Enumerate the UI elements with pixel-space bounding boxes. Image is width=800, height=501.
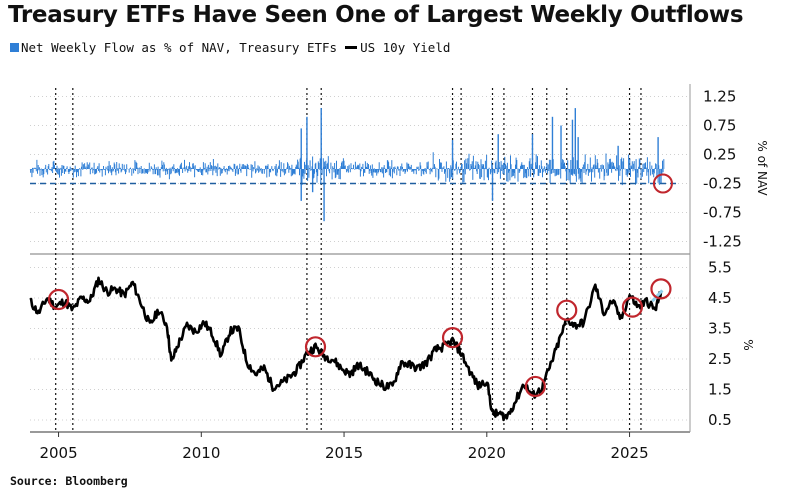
flow-y-axis-label: % of NAV [755, 140, 769, 196]
flow-y-tick-label: -1.25 [703, 233, 742, 251]
yield-y-tick-label: 2.5 [708, 350, 732, 368]
yield-y-tick-label: 3.5 [708, 320, 732, 338]
flow-bars [29, 152, 665, 186]
x-tick-label: 2010 [182, 444, 220, 462]
yield-y-tick-label: 0.5 [708, 411, 732, 429]
yield-highlight-circle [524, 375, 546, 398]
source-note: Source: Bloomberg [10, 474, 128, 488]
yield-highlight-circle [556, 299, 578, 321]
flow-y-tick-label: 0.75 [703, 117, 736, 135]
yield-recent-segment [651, 289, 664, 303]
yield-highlight-circle [621, 296, 644, 318]
x-tick-label: 2015 [325, 444, 363, 462]
yield-highlight-circle [304, 336, 327, 358]
x-tick-label: 2005 [39, 444, 77, 462]
flow-y-tick-label: 0.25 [703, 146, 736, 164]
yield-legend-swatch [345, 46, 358, 49]
yield-y-axis-label: % [741, 339, 755, 350]
flow-y-tick-label: -0.25 [703, 175, 742, 193]
flow-legend-label: Net Weekly Flow as % of NAV, Treasury ET… [21, 40, 338, 55]
x-tick-label: 2020 [468, 444, 506, 462]
yield-y-tick-label: 1.5 [708, 381, 732, 399]
flow-legend-swatch [10, 43, 19, 52]
yield-y-tick-label: 5.5 [708, 259, 732, 277]
x-tick-label: 2025 [610, 444, 648, 462]
yield-highlight-circle [650, 278, 672, 300]
yield-highlight-circle [47, 288, 70, 311]
flow-y-tick-label: 1.25 [703, 88, 736, 106]
yield-legend-label: US 10y Yield [360, 40, 451, 55]
yield-highlight-circle [441, 327, 464, 349]
chart-title: Treasury ETFs Have Seen One of Largest W… [8, 2, 744, 28]
yield-y-tick-label: 4.5 [708, 289, 732, 307]
legend: Net Weekly Flow as % of NAV, Treasury ET… [10, 40, 450, 55]
yield-line [29, 276, 663, 422]
flow-y-tick-label: -0.75 [703, 204, 742, 222]
flow-highlight-circle [652, 173, 673, 194]
